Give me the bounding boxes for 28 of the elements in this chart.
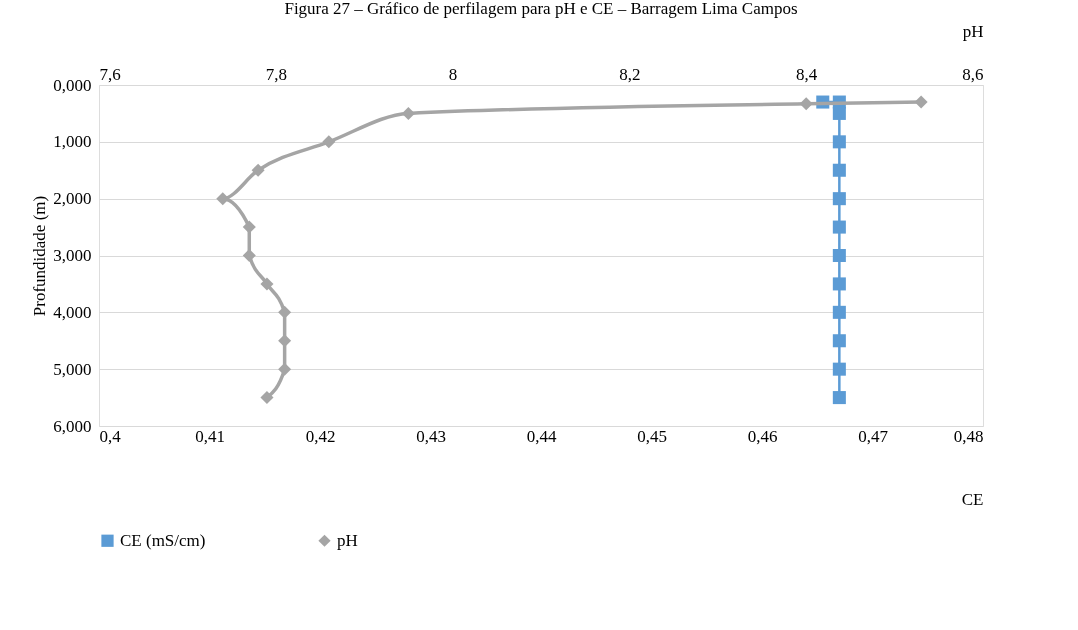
x2-axis-title: pH [962,21,984,41]
x2-tick-label: 8 [448,64,458,84]
x-tick-label: 0,42 [305,426,336,446]
x2-tick-label: 8,6 [962,64,984,84]
x-axis-title: CE [961,489,984,509]
x2-tick-label: 7,6 [99,64,121,84]
y-tick-label: 0,000 [53,75,92,95]
x-tick-label: 0,4 [99,426,122,446]
x-tick-label: 0,41 [195,426,225,446]
x-tick-label: 0,47 [858,426,889,446]
x2-tick-label: 8,4 [796,64,818,84]
chart-title: Figura 27 – Gráfico de perfilagem para pH e CE – Barragem Lima Campos [284,0,798,18]
y-tick-label: 2,000 [53,189,92,209]
x-tick-label: 0,48 [953,426,984,446]
legend-label: CE (mS/cm) [120,530,206,550]
y-tick-label: 3,000 [53,246,92,265]
legend-label: pH [337,530,358,550]
y-tick-label: 5,000 [53,359,92,379]
y-tick-label: 6,000 [53,416,92,436]
x2-tick-label: 7,8 [265,64,287,84]
x-tick-label: 0,44 [526,426,557,446]
y-tick-label: 4,000 [53,302,92,322]
x-tick-label: 0,43 [416,426,446,446]
y-tick-label: 1,000 [53,132,92,152]
x2-tick-label: 8,2 [619,64,641,84]
y-axis-title: Profundidade (m) [30,195,50,317]
x-tick-label: 0,45 [637,426,667,446]
x-tick-label: 0,46 [747,426,778,446]
